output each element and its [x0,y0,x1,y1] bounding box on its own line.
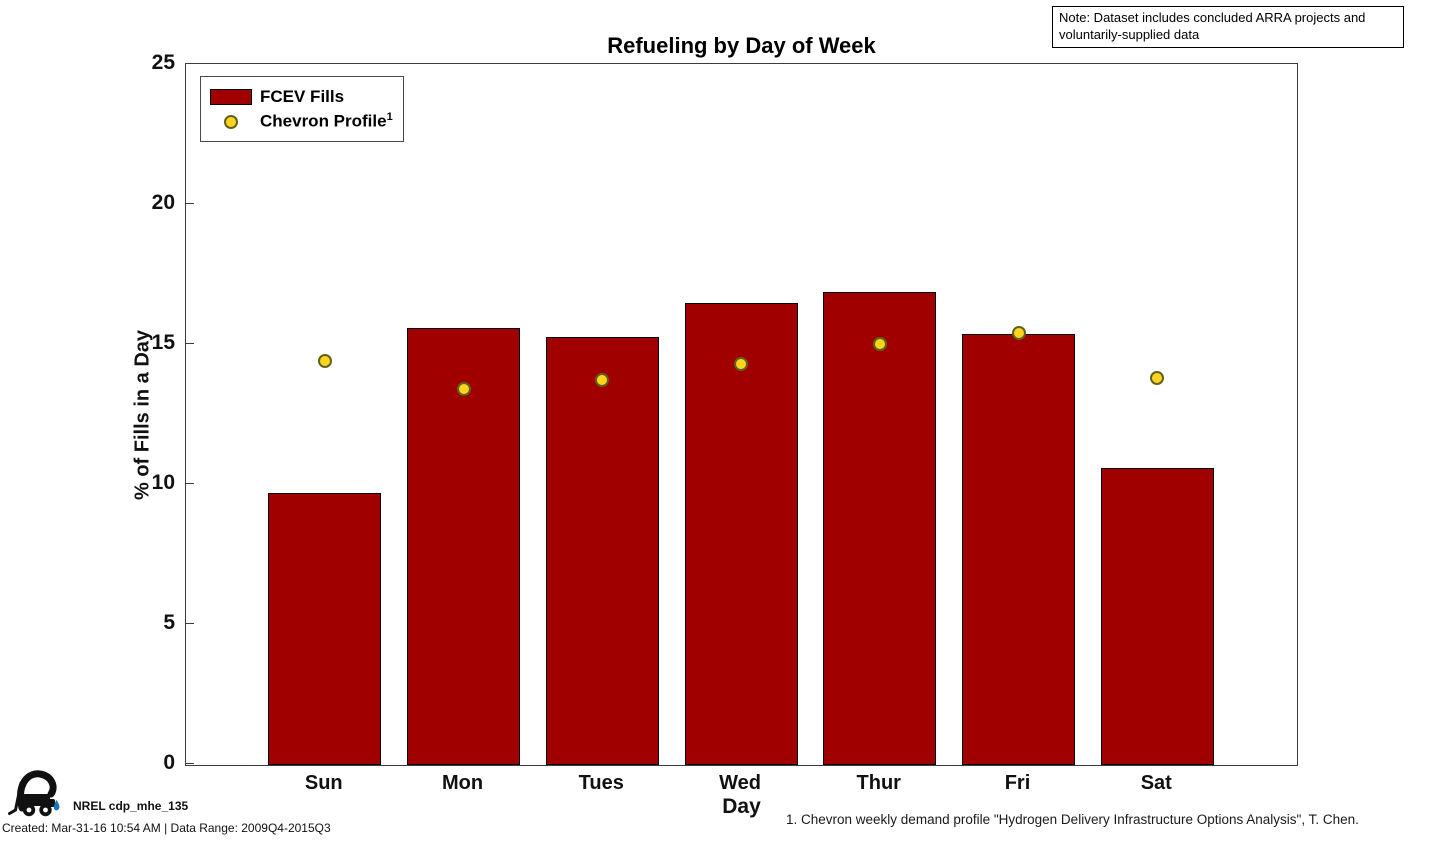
chevron-marker-wed [734,356,748,371]
note-text: Note: Dataset includes concluded ARRA pr… [1059,10,1366,42]
y-tick-label-15: 15 [151,331,175,354]
y-tick-label-5: 5 [163,611,175,634]
y-axis-tick [186,203,194,204]
legend-superscript: 1 [386,111,393,124]
x-tick-label-tues: Tues [578,772,624,794]
legend-item-fcev-fills: FCEV Fills [210,84,393,109]
forklift-logo-icon [8,770,60,817]
bar-sat [1100,468,1214,765]
legend-label-chevron-profile: Chevron Profile1 [260,111,393,131]
legend: FCEV Fills Chevron Profile1 [200,76,404,142]
bar-wed [684,303,798,765]
legend-label-fcev-fills: FCEV Fills [260,86,345,106]
x-tick-label-sat: Sat [1140,772,1172,794]
chart-title: Refueling by Day of Week [607,33,876,58]
bar-tues [545,336,659,765]
chevron-marker-sun [317,353,332,368]
x-axis-label: Day [722,795,761,818]
footnote: 1. Chevron weekly demand profile "Hydrog… [786,812,1359,827]
bar-thur [823,291,937,765]
plot-area [185,63,1298,766]
x-tick-label-wed: Wed [719,772,761,794]
bar-mon [407,328,520,765]
circle-marker-icon [224,114,238,129]
x-tick-label-sun: Sun [304,772,343,794]
chevron-marker-sat [1150,370,1165,385]
bar-fri [962,333,1075,765]
y-axis-tick [186,483,194,484]
y-axis-tick [186,63,194,64]
x-tick-label-mon: Mon [441,772,484,794]
note-box: Note: Dataset includes concluded ARRA pr… [1052,6,1404,48]
y-axis-tick [186,343,194,344]
y-axis-tick [186,763,194,764]
chevron-marker-fri [1011,325,1026,340]
y-tick-label-20: 20 [151,191,175,214]
chevron-marker-mon [456,381,471,396]
bar-swatch-icon [210,88,252,105]
x-tick-label-thur: Thur [856,772,901,794]
bar-sun [268,493,382,765]
y-tick-label-25: 25 [151,51,175,74]
y-tick-label-10: 10 [151,471,175,494]
y-tick-label-0: 0 [163,751,175,774]
chevron-marker-thur [872,337,887,351]
footer-dataset-id: NREL cdp_mhe_135 [73,799,189,813]
footer-created-text: Created: Mar-31-16 10:54 AM | Data Range… [2,821,331,835]
y-axis-tick [186,623,194,624]
x-tick-label-fri: Fri [1004,772,1031,794]
legend-item-chevron-profile: Chevron Profile1 [210,109,393,134]
chevron-marker-tues [595,373,610,388]
